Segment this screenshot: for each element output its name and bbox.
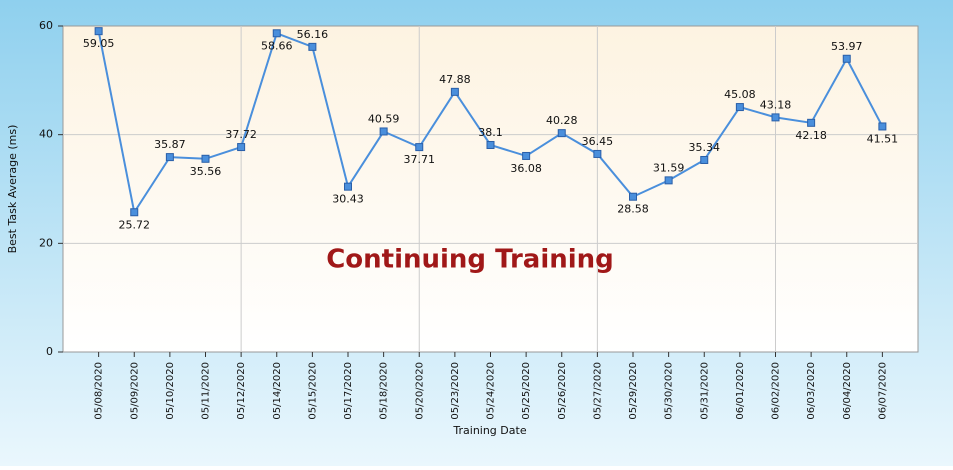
x-tick-label: 05/11/2020 bbox=[201, 362, 212, 420]
data-label: 40.28 bbox=[546, 114, 578, 127]
point bbox=[486, 140, 495, 149]
data-label: 59.05 bbox=[83, 37, 115, 50]
point bbox=[237, 143, 246, 152]
data-label: 47.88 bbox=[439, 73, 471, 86]
point bbox=[629, 192, 637, 201]
data-label: 35.87 bbox=[154, 138, 186, 151]
data-label: 30.43 bbox=[332, 193, 364, 206]
data-label: 45.08 bbox=[724, 88, 756, 101]
x-tick-label: 05/27/2020 bbox=[592, 362, 603, 420]
data-label: 31.59 bbox=[653, 161, 685, 174]
x-tick-label: 06/02/2020 bbox=[771, 362, 782, 420]
point bbox=[130, 208, 139, 217]
x-tick-label: 05/10/2020 bbox=[165, 362, 176, 420]
point bbox=[415, 143, 424, 152]
point bbox=[201, 154, 210, 163]
point bbox=[842, 54, 851, 63]
x-tick-label: 05/25/2020 bbox=[521, 362, 532, 420]
data-label: 36.08 bbox=[510, 162, 542, 175]
point bbox=[700, 155, 709, 164]
data-label: 42.18 bbox=[795, 129, 827, 142]
point bbox=[771, 113, 780, 122]
x-axis-label: Training Date bbox=[452, 424, 526, 437]
point bbox=[94, 27, 103, 36]
point bbox=[664, 176, 673, 185]
x-tick-label: 05/15/2020 bbox=[307, 362, 318, 420]
x-tick-label: 05/29/2020 bbox=[628, 362, 639, 420]
point bbox=[379, 127, 388, 136]
point bbox=[807, 118, 816, 127]
x-tick-label: 05/14/2020 bbox=[272, 362, 283, 420]
x-tick-label: 05/31/2020 bbox=[699, 362, 710, 420]
x-tick-label: 05/18/2020 bbox=[379, 362, 390, 420]
data-label: 38.1 bbox=[478, 126, 503, 139]
x-tick-label: 06/07/2020 bbox=[877, 362, 888, 420]
x-tick-label: 05/12/2020 bbox=[236, 362, 247, 420]
point bbox=[272, 29, 281, 38]
data-label: 43.18 bbox=[760, 98, 792, 111]
grid bbox=[63, 26, 918, 352]
y-tick-label: 20 bbox=[39, 236, 53, 249]
x-tick-label: 05/24/2020 bbox=[486, 362, 497, 420]
x-tick-label: 05/20/2020 bbox=[414, 362, 425, 420]
marks: 59.05 25.72 35.87 35.56 37.72 58.66 56.16 30.43… bbox=[83, 27, 899, 231]
data-label: 56.16 bbox=[297, 28, 329, 41]
data-label: 37.71 bbox=[404, 153, 436, 166]
data-label: 35.56 bbox=[190, 165, 222, 178]
point bbox=[735, 103, 744, 112]
y-axis-label: Best Task Average (ms) bbox=[6, 125, 19, 254]
data-label: 41.51 bbox=[867, 132, 899, 145]
data-label: 37.72 bbox=[225, 128, 257, 141]
x-tick-label: 05/09/2020 bbox=[129, 362, 140, 420]
x-tick-label: 05/08/2020 bbox=[94, 362, 105, 420]
point bbox=[557, 129, 566, 138]
x-tick-label: 06/03/2020 bbox=[806, 362, 817, 420]
chart-title: Continuing Training bbox=[326, 245, 614, 275]
x-tick-label: 05/30/2020 bbox=[664, 362, 675, 420]
data-label: 25.72 bbox=[119, 218, 151, 231]
x-tick-label: 05/26/2020 bbox=[557, 362, 568, 420]
data-label: 40.59 bbox=[368, 112, 400, 125]
data-label: 36.45 bbox=[582, 135, 614, 148]
x-tick-label: 05/17/2020 bbox=[343, 362, 354, 420]
y-tick-label: 60 bbox=[39, 19, 53, 32]
point bbox=[522, 151, 531, 160]
data-label: 53.97 bbox=[831, 40, 863, 53]
data-label: 28.58 bbox=[617, 203, 649, 216]
plot-area bbox=[62, 25, 919, 353]
data-label: 58.66 bbox=[261, 39, 293, 52]
point bbox=[165, 153, 174, 162]
point bbox=[878, 122, 887, 131]
y-tick-label: 40 bbox=[39, 128, 53, 141]
data-label: 35.34 bbox=[689, 141, 721, 154]
x-tick-label: 06/01/2020 bbox=[735, 362, 746, 420]
x-tick-label: 06/04/2020 bbox=[842, 362, 853, 420]
point bbox=[593, 149, 602, 158]
x-tick-label: 05/23/2020 bbox=[450, 362, 461, 420]
point bbox=[344, 182, 352, 191]
point bbox=[450, 87, 459, 96]
point bbox=[308, 42, 317, 51]
y-tick-label: 0 bbox=[46, 345, 53, 358]
